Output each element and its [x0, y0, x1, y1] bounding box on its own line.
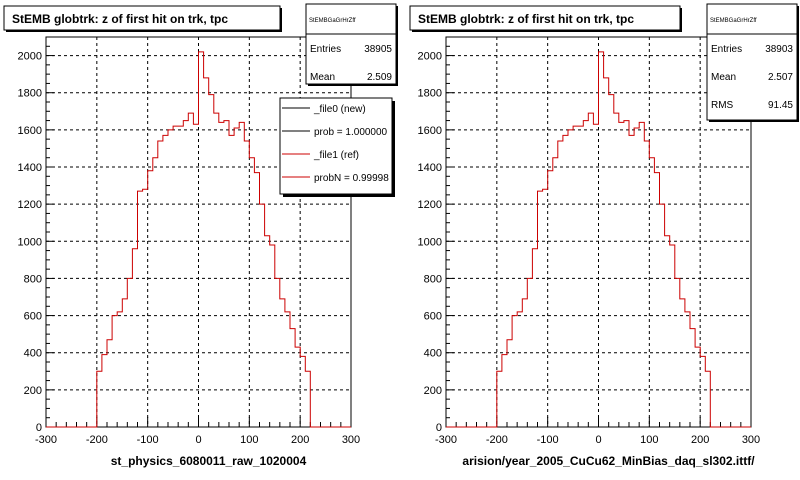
- stats-value: 38903: [765, 44, 793, 55]
- y-tick-label: 400: [424, 348, 442, 360]
- y-tick-label: 1000: [418, 236, 442, 248]
- stats-box: [706, 3, 798, 121]
- chart-title: StEMB globtrk: z of first hit on trk, tp…: [12, 12, 228, 26]
- y-tick-label: 1800: [18, 88, 42, 100]
- x-tick-label: -300: [35, 434, 57, 446]
- y-tick-label: 1200: [18, 199, 42, 211]
- legend-box: [279, 97, 393, 195]
- x-tick-label: 0: [595, 434, 601, 446]
- x-tick-label: 0: [195, 434, 201, 446]
- y-tick-label: 2000: [418, 51, 442, 63]
- legend-label: _file0 (new): [313, 104, 366, 115]
- y-tick-label: 1400: [18, 162, 42, 174]
- x-tick-label: 100: [640, 434, 658, 446]
- y-tick-label: 1600: [418, 125, 442, 137]
- legend-label: _file1 (ref): [313, 150, 359, 161]
- y-tick-label: 400: [24, 348, 42, 360]
- histogram-panel-1: 0200400600800100012001400160018002000-30…: [3, 3, 398, 468]
- y-tick-label: 1200: [418, 199, 442, 211]
- stats-label: Entries: [711, 44, 742, 55]
- x-axis-label: arision/year_2005_CuCu62_MinBias_daq_sl3…: [462, 454, 755, 468]
- x-tick-label: 100: [240, 434, 258, 446]
- stats-value: 2.509: [367, 72, 392, 83]
- stats-box: [305, 3, 397, 85]
- histogram-series-1: [446, 51, 751, 428]
- x-axis-label: st_physics_6080011_raw_1020004: [111, 454, 307, 468]
- y-tick-label: 2000: [18, 51, 42, 63]
- stats-label: RMS: [711, 100, 734, 111]
- y-tick-label: 0: [436, 422, 442, 434]
- stats-value: 2.507: [768, 72, 793, 83]
- y-tick-label: 800: [24, 273, 42, 285]
- title-box: [3, 5, 281, 31]
- x-tick-label: -100: [137, 434, 159, 446]
- histogram-series-1: [46, 51, 351, 428]
- y-tick-label: 600: [424, 311, 442, 323]
- x-tick-label: 300: [742, 434, 760, 446]
- chart-title: StEMB globtrk: z of first hit on trk, tp…: [418, 12, 634, 26]
- stats-label: Mean: [711, 72, 736, 83]
- legend-label: prob = 1.000000: [314, 127, 388, 138]
- histogram-panel-2: 0200400600800100012001400160018002000-30…: [409, 3, 799, 468]
- x-tick-label: 200: [691, 434, 709, 446]
- y-tick-label: 1000: [18, 236, 42, 248]
- legend-label: probN = 0.99998: [314, 173, 389, 184]
- y-tick-label: 1800: [418, 88, 442, 100]
- x-tick-label: -300: [435, 434, 457, 446]
- x-tick-label: -200: [86, 434, 108, 446]
- y-tick-label: 600: [24, 311, 42, 323]
- y-tick-label: 200: [424, 385, 442, 397]
- stats-value: 91.45: [768, 100, 793, 111]
- y-tick-label: 1600: [18, 125, 42, 137]
- y-tick-label: 0: [36, 422, 42, 434]
- stats-name: StEMBGaGrHrZff: [710, 18, 757, 24]
- x-tick-label: -200: [486, 434, 508, 446]
- x-tick-label: 200: [291, 434, 309, 446]
- x-tick-label: 300: [342, 434, 360, 446]
- stats-value: 38905: [364, 44, 392, 55]
- title-box: [409, 5, 681, 31]
- stats-name: StEMBGaGrHrZff: [309, 18, 356, 24]
- y-tick-label: 1400: [418, 162, 442, 174]
- y-tick-label: 200: [24, 385, 42, 397]
- stats-label: Mean: [310, 72, 335, 83]
- stats-label: Entries: [310, 44, 341, 55]
- x-tick-label: -100: [537, 434, 559, 446]
- y-tick-label: 800: [424, 273, 442, 285]
